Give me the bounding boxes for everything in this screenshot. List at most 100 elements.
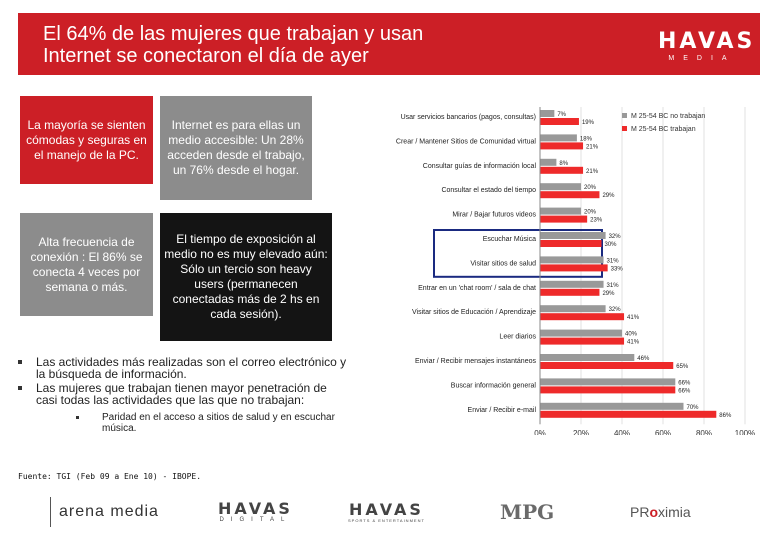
- bullet-dot: [76, 416, 79, 419]
- bar: [540, 183, 581, 191]
- legend-swatch: [622, 113, 627, 118]
- data-label: 65%: [676, 364, 689, 370]
- proximia-logo: PR o ximia: [630, 492, 691, 532]
- x-tick-label: 60%: [655, 429, 671, 435]
- category-label: Visitar sitios de salud: [470, 260, 536, 267]
- category-label: Escuchar Música: [483, 236, 536, 243]
- category-label: Crear / Mantener Sitios de Comunidad vir…: [396, 138, 537, 145]
- x-tick-label: 100%: [735, 429, 755, 435]
- category-label: Enviar / Recibir mensajes instantáneos: [415, 358, 537, 365]
- havas-sports-logo: HAVAS SPORTS & ENTERTAINMENT: [348, 492, 425, 532]
- bar: [540, 240, 602, 247]
- bar: [540, 191, 600, 199]
- data-label: 66%: [678, 380, 691, 386]
- havas-sports-sub: SPORTS & ENTERTAINMENT: [348, 517, 425, 523]
- data-label: 29%: [602, 291, 615, 297]
- x-tick-label: 20%: [573, 429, 589, 435]
- data-label: 32%: [609, 307, 622, 313]
- sub-bullet-text: Paridad en el acceso a sitios de salud y…: [102, 412, 335, 434]
- data-label: 70%: [687, 405, 700, 411]
- data-label: 23%: [590, 218, 603, 224]
- bar: [540, 207, 581, 215]
- arena-media-logo: arena media: [50, 492, 159, 532]
- proximia-part-b: o: [649, 504, 659, 520]
- havas-digital-logo: HAVAS DIGITAL: [218, 492, 293, 532]
- bar: [540, 142, 584, 150]
- data-label: 86%: [719, 413, 732, 419]
- bar: [540, 118, 579, 125]
- highlight-box: [433, 229, 603, 278]
- legend-label: M 25-54 BC no trabajan: [631, 113, 705, 120]
- bar: [540, 232, 606, 239]
- havas-digital-word: HAVAS: [218, 499, 293, 518]
- info-box-comfort: La mayoría se sienten cómodas y seguras …: [20, 96, 153, 184]
- bullet-item: Las mujeres que trabajan tienen mayor pe…: [18, 382, 348, 406]
- bar: [540, 386, 676, 394]
- footer-logos: arena media HAVAS DIGITAL HAVAS SPORTS & E…: [30, 492, 750, 536]
- data-label: 21%: [586, 144, 599, 150]
- bullet-item: Las actividades más realizadas son el co…: [18, 356, 348, 380]
- bar: [540, 158, 557, 166]
- info-box-exposure: El tiempo de exposición al medio no es m…: [160, 213, 332, 341]
- page-title: El 64% de las mujeres que trabajan y usa…: [43, 23, 423, 67]
- category-label: Usar servicios bancarios (pagos, consult…: [401, 114, 536, 121]
- header-banner: El 64% de las mujeres que trabajan y usa…: [18, 13, 760, 75]
- category-label: Consultar el estado del tiempo: [441, 187, 536, 194]
- bar: [540, 134, 577, 142]
- category-label: Mirar / Bajar futuros videos: [452, 212, 536, 219]
- bar: [540, 110, 555, 117]
- bar: [540, 256, 604, 264]
- bar: [540, 288, 600, 296]
- category-label: Leer diarios: [499, 334, 536, 341]
- mpg-logo: MPG: [500, 500, 555, 524]
- sub-bullet-item: Paridad en el acceso a sitios de salud y…: [18, 412, 348, 434]
- bar: [540, 378, 676, 386]
- proximia-part-c: ximia: [658, 504, 691, 520]
- bar: [540, 215, 588, 223]
- chart-svg: 0% 20% 40% 60% 80% 100% M 25-54 BC no trabajan…: [396, 107, 755, 438]
- category-label: Entrar en un 'chat room' / sala de chat: [418, 285, 536, 292]
- x-tick-label: 80%: [696, 429, 712, 435]
- legend-swatch: [622, 126, 627, 131]
- data-label: 66%: [678, 388, 691, 394]
- bar: [540, 354, 635, 361]
- logo-divider: [50, 497, 51, 527]
- havas-logo-word: HAVAS: [658, 29, 756, 54]
- bar: [540, 329, 622, 337]
- data-label: 33%: [611, 266, 624, 272]
- bar: [540, 280, 604, 288]
- bar: [540, 313, 625, 321]
- bar: [540, 305, 606, 313]
- activities-chart: 0% 20% 40% 60% 80% 100% M 25-54 BC no trabajan…: [350, 103, 760, 438]
- data-label: 41%: [627, 315, 640, 321]
- data-label: 18%: [580, 136, 593, 142]
- bar: [540, 337, 625, 345]
- arena-text: arena media: [59, 503, 159, 520]
- x-tick-label: 0%: [534, 429, 546, 435]
- info-box-access: Internet es para ellas un medio accesibl…: [160, 96, 312, 200]
- bullet-list: Las actividades más realizadas son el co…: [18, 356, 348, 434]
- data-label: 40%: [625, 332, 638, 338]
- bullet-text-1: Las actividades más realizadas son el co…: [36, 355, 347, 381]
- data-label: 20%: [584, 185, 597, 191]
- bullet-text-2: Las mujeres que trabajan tienen mayor pe…: [36, 381, 327, 407]
- category-label: Buscar información general: [451, 382, 537, 389]
- havas-media-logo: HAVAS MEDIA: [658, 29, 756, 63]
- bullet-dot: [18, 360, 22, 364]
- bar: [540, 264, 608, 272]
- data-label: 32%: [609, 234, 622, 240]
- havas-sports-word: HAVAS: [349, 499, 424, 519]
- bar: [540, 410, 717, 418]
- category-label: Visitar sitios de Educación / Aprendizaj…: [412, 309, 536, 316]
- bullet-dot: [18, 386, 22, 390]
- data-label: 20%: [584, 210, 597, 216]
- data-label: 8%: [559, 161, 568, 167]
- x-tick-label: 40%: [614, 429, 630, 435]
- title-line-2: Internet se conectaron el día de ayer: [43, 45, 369, 67]
- data-label: 31%: [607, 283, 620, 289]
- bar: [540, 402, 684, 410]
- title-line-1: El 64% de las mujeres que trabajan y usa…: [43, 23, 424, 45]
- havas-digital-sub: DIGITAL: [219, 517, 292, 523]
- category-label: Consultar guías de información local: [423, 163, 537, 170]
- data-label: 41%: [627, 340, 640, 346]
